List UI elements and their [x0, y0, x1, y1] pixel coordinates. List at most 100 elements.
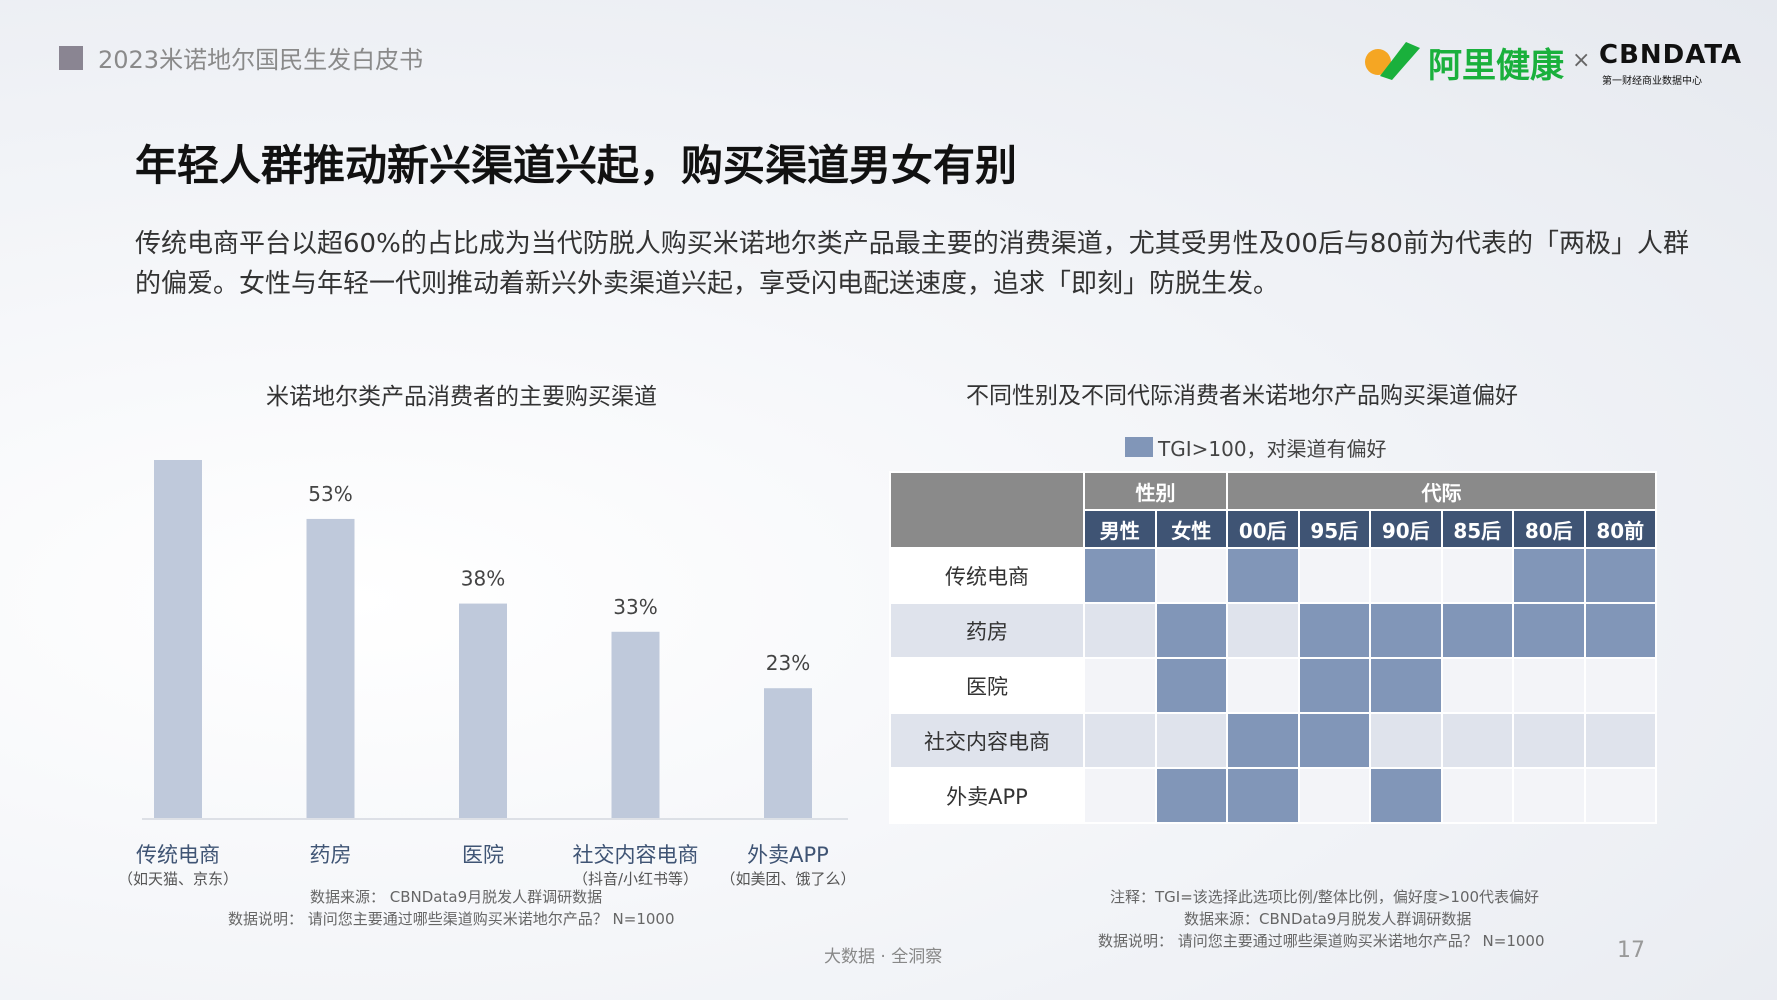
table-cell-preferred — [1583, 547, 1657, 604]
table-group-header: 代际 — [1226, 471, 1657, 511]
table-cell — [1154, 547, 1228, 604]
report-title: 2023米诺地尔国民生发白皮书 — [98, 46, 424, 74]
table-row-label: 医院 — [889, 657, 1085, 714]
table-corner-cell — [889, 471, 1085, 549]
bar — [154, 460, 202, 818]
table-cell — [1226, 602, 1300, 659]
right-source-note: 数据来源：CBNData9月脱发人群调研数据 — [1184, 910, 1472, 928]
bar-value-label: 38% — [461, 567, 505, 591]
bar — [459, 603, 507, 818]
table-cell-preferred — [1440, 602, 1514, 659]
table-cell — [1440, 547, 1514, 604]
table-cell — [1512, 767, 1586, 824]
table-column-header: 80前 — [1583, 509, 1657, 549]
bar — [306, 518, 355, 818]
table-cell — [1512, 712, 1586, 769]
tgi-preference-table: 性别 代际男性 女性 00后 95后 90后 85后 80后 80前 传统电商 药房 医院 社交内容电… — [889, 471, 1657, 824]
table-row: 医院 — [889, 657, 1657, 714]
table-cell-preferred — [1297, 657, 1371, 714]
bar-category-label: 医院 — [462, 843, 504, 867]
table-column-header: 女性 — [1154, 509, 1228, 549]
table-cell-preferred — [1369, 657, 1443, 714]
table-cell — [1297, 767, 1371, 824]
table-column-header: 95后 — [1297, 509, 1371, 549]
table-cell — [1583, 712, 1657, 769]
brand-name: 阿里健康 — [1428, 46, 1564, 86]
table-column-header: 男性 — [1083, 509, 1157, 549]
table-row-label: 外卖APP — [889, 767, 1085, 824]
partner-subtitle: 第一财经商业数据中心 — [1602, 76, 1702, 87]
table-cell-preferred — [1512, 547, 1586, 604]
table-cell — [1440, 657, 1514, 714]
right-desc-note: 数据说明： 请问您主要通过哪些渠道购买米诺地尔产品？ N=1000 — [1098, 932, 1545, 950]
bar — [764, 688, 812, 818]
bar-category-label: 药房 — [310, 843, 352, 867]
table-cell-preferred — [1154, 602, 1228, 659]
bar-value-label: 53% — [308, 482, 352, 506]
footer-slogan: 大数据 · 全洞察 — [824, 947, 943, 967]
table-cell-preferred — [1297, 712, 1371, 769]
table-cell-preferred — [1226, 547, 1300, 604]
table-cell — [1083, 767, 1157, 824]
table-cell — [1226, 657, 1300, 714]
brand-logos: 阿里健康 × CBNDATA 第一财经商业数据中心 — [1358, 36, 1741, 87]
bar-category-note: （抖音/小红书等） — [573, 870, 698, 888]
table-group-header: 性别 — [1083, 471, 1228, 511]
table-cell-preferred — [1226, 767, 1300, 824]
page-description: 传统电商平台以超60%的占比成为当代防脱人购买米诺地尔类产品最主要的消费渠道，尤… — [135, 229, 1689, 299]
bar-chart-title: 米诺地尔类产品消费者的主要购买渠道 — [266, 384, 657, 410]
page-title: 年轻人群推动新兴渠道兴起，购买渠道男女有别 — [135, 141, 1018, 190]
bar-category-label: 社交内容电商 — [573, 843, 699, 867]
table-cell-preferred — [1154, 767, 1228, 824]
bar-value-label: 33% — [613, 595, 657, 619]
times-sign: × — [1572, 48, 1591, 73]
table-column-header: 90后 — [1369, 509, 1443, 549]
left-desc-note: 数据说明： 请问您主要通过哪些渠道购买米诺地尔产品？ N=1000 — [228, 910, 675, 928]
table-cell-preferred — [1512, 602, 1586, 659]
table-cell — [1154, 712, 1228, 769]
bar-category-label: 传统电商 — [136, 843, 220, 867]
table-column-header: 85后 — [1440, 509, 1514, 549]
table-cell — [1369, 547, 1443, 604]
table-row-label: 传统电商 — [889, 547, 1085, 604]
table-cell-preferred — [1369, 767, 1443, 824]
table-cell — [1440, 712, 1514, 769]
table-chart-title: 不同性别及不同代际消费者米诺地尔产品购买渠道偏好 — [966, 383, 1518, 409]
table-cell — [1083, 602, 1157, 659]
header-square-mark — [59, 46, 83, 70]
table-column-header: 80后 — [1512, 509, 1586, 549]
page-number: 17 — [1617, 938, 1645, 963]
table-cell — [1440, 767, 1514, 824]
table-cell-preferred — [1369, 602, 1443, 659]
bar-value-label: 23% — [766, 651, 810, 675]
bar-category-label: 外卖APP — [747, 843, 829, 867]
left-source-note: 数据来源： CBNData9月脱发人群调研数据 — [310, 888, 603, 906]
table-row-label: 社交内容电商 — [889, 712, 1085, 769]
legend-swatch — [1125, 437, 1153, 457]
table-row: 外卖APP — [889, 767, 1657, 824]
bar — [611, 631, 660, 818]
table-row-label: 药房 — [889, 602, 1085, 659]
alihealth-logo-icon — [1365, 42, 1420, 80]
table-row: 药房 — [889, 602, 1657, 659]
table-cell — [1083, 712, 1157, 769]
table-cell — [1583, 767, 1657, 824]
table-row: 传统电商 — [889, 547, 1657, 604]
table-cell-preferred — [1583, 602, 1657, 659]
table-cell-preferred — [1083, 547, 1157, 604]
legend-label: TGI>100，对渠道有偏好 — [1158, 437, 1387, 461]
table-cell — [1083, 657, 1157, 714]
table-cell — [1583, 657, 1657, 714]
table-row: 社交内容电商 — [889, 712, 1657, 769]
table-cell-preferred — [1154, 657, 1228, 714]
table-cell — [1369, 712, 1443, 769]
table-cell — [1297, 547, 1371, 604]
table-cell-preferred — [1297, 602, 1371, 659]
table-cell-preferred — [1226, 712, 1300, 769]
bar-chart: 65%传统电商（如天猫、京东）53%药房38%医院33%社交内容电商（抖音/小红… — [118, 460, 856, 888]
table-column-header: 00后 — [1226, 509, 1300, 549]
bar-category-note: （如天猫、京东） — [118, 870, 238, 888]
table-cell — [1512, 657, 1586, 714]
bar-category-note: （如美团、饿了么） — [720, 870, 855, 888]
partner-logo: CBNDATA — [1599, 40, 1743, 70]
